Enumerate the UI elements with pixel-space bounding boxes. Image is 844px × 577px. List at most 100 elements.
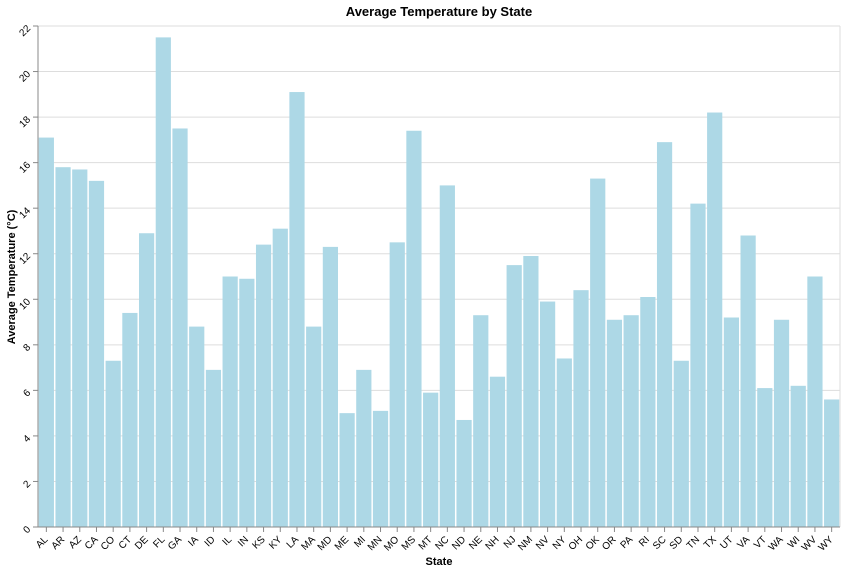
bar-tn <box>690 203 706 528</box>
bar-nj <box>506 265 522 527</box>
x-tick-label: ND <box>450 534 468 552</box>
x-tick-label: MI <box>352 534 368 550</box>
y-tick-label: 10 <box>17 296 33 312</box>
bar-pa <box>623 315 639 527</box>
axes <box>37 26 840 528</box>
y-tick-label: 4 <box>21 433 33 445</box>
bar-in <box>239 278 255 527</box>
bar-ma <box>306 326 322 527</box>
x-tick-label: OH <box>567 534 585 552</box>
x-tick-label: NH <box>484 534 502 552</box>
bar-id <box>205 369 222 527</box>
bar-oh <box>573 290 589 527</box>
y-axis-title: Average Temperature (°C) <box>6 209 18 344</box>
x-tick-label: GA <box>166 534 184 552</box>
x-tick-label: MN <box>366 534 385 553</box>
x-tick-label: NC <box>433 534 451 552</box>
bar-ct <box>122 312 138 527</box>
bar-sd <box>673 360 689 527</box>
bar-mn <box>372 410 389 527</box>
x-tick-label: FL <box>151 534 167 550</box>
x-tick-label: WI <box>786 534 802 550</box>
x-tick-label: WA <box>767 534 786 553</box>
bar-md <box>322 246 338 528</box>
bar-vt <box>757 388 773 527</box>
bar-az <box>72 169 88 527</box>
bar-co <box>105 360 121 527</box>
bar-la <box>289 92 305 528</box>
x-tick-label: VA <box>736 534 753 551</box>
x-tick-label: NE <box>467 534 485 552</box>
bars <box>38 37 840 528</box>
bar-wv <box>807 276 823 527</box>
x-tick-label: IA <box>186 534 201 549</box>
x-axis-title: State <box>426 556 453 568</box>
y-tick-label: 18 <box>17 114 33 130</box>
gridlines <box>38 25 841 527</box>
x-tick-label: NY <box>551 534 569 552</box>
x-tick-label: NV <box>534 534 552 552</box>
bar-ar <box>55 167 71 527</box>
chart-title: Average Temperature by State <box>346 4 532 19</box>
x-tick-label: AL <box>34 534 51 551</box>
y-tick-label: 8 <box>21 342 33 354</box>
x-tick-label: AR <box>50 534 68 552</box>
x-tick-label: CA <box>83 534 101 552</box>
bar-ri <box>640 296 656 527</box>
bar-nm <box>523 256 539 527</box>
x-tick-label: LA <box>285 534 302 551</box>
x-tick-label: DE <box>133 534 151 552</box>
x-tick-label: WY <box>817 534 836 553</box>
bar-va <box>740 235 756 527</box>
bar-ga <box>172 128 188 527</box>
x-tick-label: ID <box>203 534 218 549</box>
x-tick-label: OK <box>584 534 602 552</box>
y-tick-label: 2 <box>21 478 33 490</box>
bar-il <box>222 276 238 527</box>
x-tick-label: VT <box>752 534 769 551</box>
x-tick-label: MS <box>400 534 419 553</box>
x-tick-label: TX <box>702 534 719 551</box>
x-tick-label: MA <box>299 534 318 553</box>
y-tick-label: 20 <box>17 69 33 85</box>
bar-tx <box>707 112 723 527</box>
y-tick-label: 0 <box>21 524 33 536</box>
x-tick-label: IL <box>221 534 235 548</box>
bar-nv <box>540 301 556 527</box>
x-tick-label: NJ <box>502 534 518 550</box>
x-tick-label: WV <box>800 534 819 553</box>
bar-ut <box>723 317 739 527</box>
bar-wa <box>773 319 790 527</box>
bar-nd <box>456 419 472 527</box>
bar-ky <box>272 228 288 527</box>
x-tick-label: UT <box>718 534 735 551</box>
bar-or <box>606 319 623 527</box>
x-tick-label: ME <box>333 534 352 553</box>
bar-mi <box>356 369 372 527</box>
x-tick-label: CT <box>117 534 134 551</box>
bar-wy <box>824 399 840 527</box>
bar-nh <box>489 376 506 527</box>
bar-nc <box>439 185 455 527</box>
bar-fl <box>155 37 171 528</box>
x-tick-label: IN <box>236 534 251 549</box>
bar-de <box>139 233 155 527</box>
x-tick-label: AZ <box>67 534 84 551</box>
x-tick-label: MD <box>316 534 335 553</box>
x-tick-label: RI <box>637 534 652 549</box>
x-tick-label: TN <box>685 534 702 551</box>
bar-ks <box>255 244 272 528</box>
x-tick-label: CO <box>99 534 118 553</box>
x-tick-label: OR <box>600 534 618 552</box>
bar-ca <box>88 180 105 527</box>
x-tick-label: PA <box>619 534 636 551</box>
y-tick-label: 22 <box>17 23 33 39</box>
bar-ne <box>473 315 489 527</box>
x-tick-label: KY <box>267 534 284 551</box>
bar-ia <box>189 326 205 527</box>
x-tick-label: SC <box>651 534 669 552</box>
y-tick-label: 16 <box>17 160 33 176</box>
y-tick-label: 12 <box>17 251 33 267</box>
